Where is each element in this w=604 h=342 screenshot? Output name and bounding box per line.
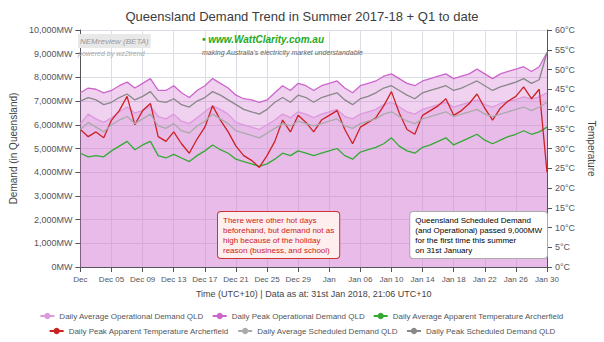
svg-text:for the first time this summer: for the first time this summer [415, 236, 516, 245]
svg-text:1,000MW: 1,000MW [34, 238, 73, 248]
svg-text:Queensland Demand Trend in Sum: Queensland Demand Trend in Summer 2017-1… [125, 9, 478, 24]
svg-text:There were other hot days: There were other hot days [223, 216, 316, 225]
svg-text:0°C: 0°C [555, 262, 571, 272]
svg-text:7,000MW: 7,000MW [34, 96, 73, 106]
svg-text:Dec 29: Dec 29 [285, 275, 311, 284]
svg-text:10°C: 10°C [555, 223, 576, 233]
svg-text:60°C: 60°C [555, 25, 576, 35]
svg-text:20°C: 20°C [555, 183, 576, 193]
svg-text:6,000MW: 6,000MW [34, 120, 73, 130]
svg-text:powered by wz2trend: powered by wz2trend [77, 50, 146, 58]
svg-text:Dec 13: Dec 13 [161, 275, 187, 284]
svg-text:35°C: 35°C [555, 124, 576, 134]
svg-text:high because of the holiday: high because of the holiday [223, 236, 320, 245]
svg-text:40°C: 40°C [555, 104, 576, 114]
svg-text:8,000MW: 8,000MW [34, 72, 73, 82]
svg-text:beforehand, but demand not as: beforehand, but demand not as [223, 226, 334, 235]
svg-text:25°C: 25°C [555, 163, 576, 173]
svg-text:Daily Average Apparent Tempera: Daily Average Apparent Temperature Arche… [393, 312, 563, 321]
svg-text:(and Operational) passed 9,000: (and Operational) passed 9,000MW [415, 226, 542, 235]
svg-text:Time (UTC+10) | Data as at: 31: Time (UTC+10) | Data as at: 31st Jan 201… [196, 289, 432, 299]
svg-text:Daily Peak Operational Demand: Daily Peak Operational Demand QLD [232, 312, 365, 321]
svg-text:2,000MW: 2,000MW [34, 215, 73, 225]
svg-text:5°C: 5°C [555, 242, 571, 252]
svg-text:Temperature: Temperature [586, 120, 597, 177]
svg-text:0MW: 0MW [51, 262, 73, 272]
svg-text:Demand (in Queensland): Demand (in Queensland) [8, 93, 19, 205]
svg-text:Jan 26: Jan 26 [504, 275, 529, 284]
svg-text:55°C: 55°C [555, 45, 576, 55]
svg-text:Jan: Jan [323, 275, 336, 284]
svg-text:5,000MW: 5,000MW [34, 144, 73, 154]
svg-text:10,000MW: 10,000MW [29, 25, 73, 35]
svg-text:Jan 10: Jan 10 [379, 275, 404, 284]
svg-text:45°C: 45°C [555, 84, 576, 94]
svg-text:NEMreview (BETA): NEMreview (BETA) [80, 37, 149, 46]
svg-text:3,000MW: 3,000MW [34, 191, 73, 201]
svg-text:15°C: 15°C [555, 203, 576, 213]
svg-text:Jan 18: Jan 18 [442, 275, 467, 284]
svg-text:Dec 17: Dec 17 [192, 275, 218, 284]
svg-text:Dec 05: Dec 05 [99, 275, 125, 284]
svg-text:Daily Peak Apparent Temperatur: Daily Peak Apparent Temperature Archerfi… [69, 327, 229, 336]
svg-text:Jan 22: Jan 22 [473, 275, 498, 284]
svg-text:Jan 30: Jan 30 [535, 275, 560, 284]
svg-text:Dec 09: Dec 09 [130, 275, 156, 284]
svg-text:Daily Average Operational Dema: Daily Average Operational Demand QLD [59, 312, 203, 321]
svg-text:Queensland Scheduled Demand: Queensland Scheduled Demand [415, 216, 531, 225]
svg-text:Daily Average Scheduled Demand: Daily Average Scheduled Demand QLD [257, 327, 398, 336]
svg-text:Jan 06: Jan 06 [348, 275, 373, 284]
svg-text:4,000MW: 4,000MW [34, 167, 73, 177]
svg-text:on 31st January: on 31st January [415, 246, 472, 255]
svg-text:30°C: 30°C [555, 144, 576, 154]
svg-text:Dec 21: Dec 21 [223, 275, 249, 284]
svg-text:Jan 14: Jan 14 [411, 275, 436, 284]
svg-text:Dec 25: Dec 25 [254, 275, 280, 284]
svg-text:9,000MW: 9,000MW [34, 49, 73, 59]
svg-text:50°C: 50°C [555, 65, 576, 75]
svg-text:making Australia's electricity: making Australia's electricity market un… [202, 49, 363, 57]
svg-text:• www.WattClarity.com.au: • www.WattClarity.com.au [202, 34, 324, 45]
svg-text:reason (business, and school): reason (business, and school) [223, 246, 330, 255]
svg-text:Dec: Dec [73, 275, 87, 284]
svg-text:Daily Peak Scheduled Demand QL: Daily Peak Scheduled Demand QLD [426, 327, 556, 336]
